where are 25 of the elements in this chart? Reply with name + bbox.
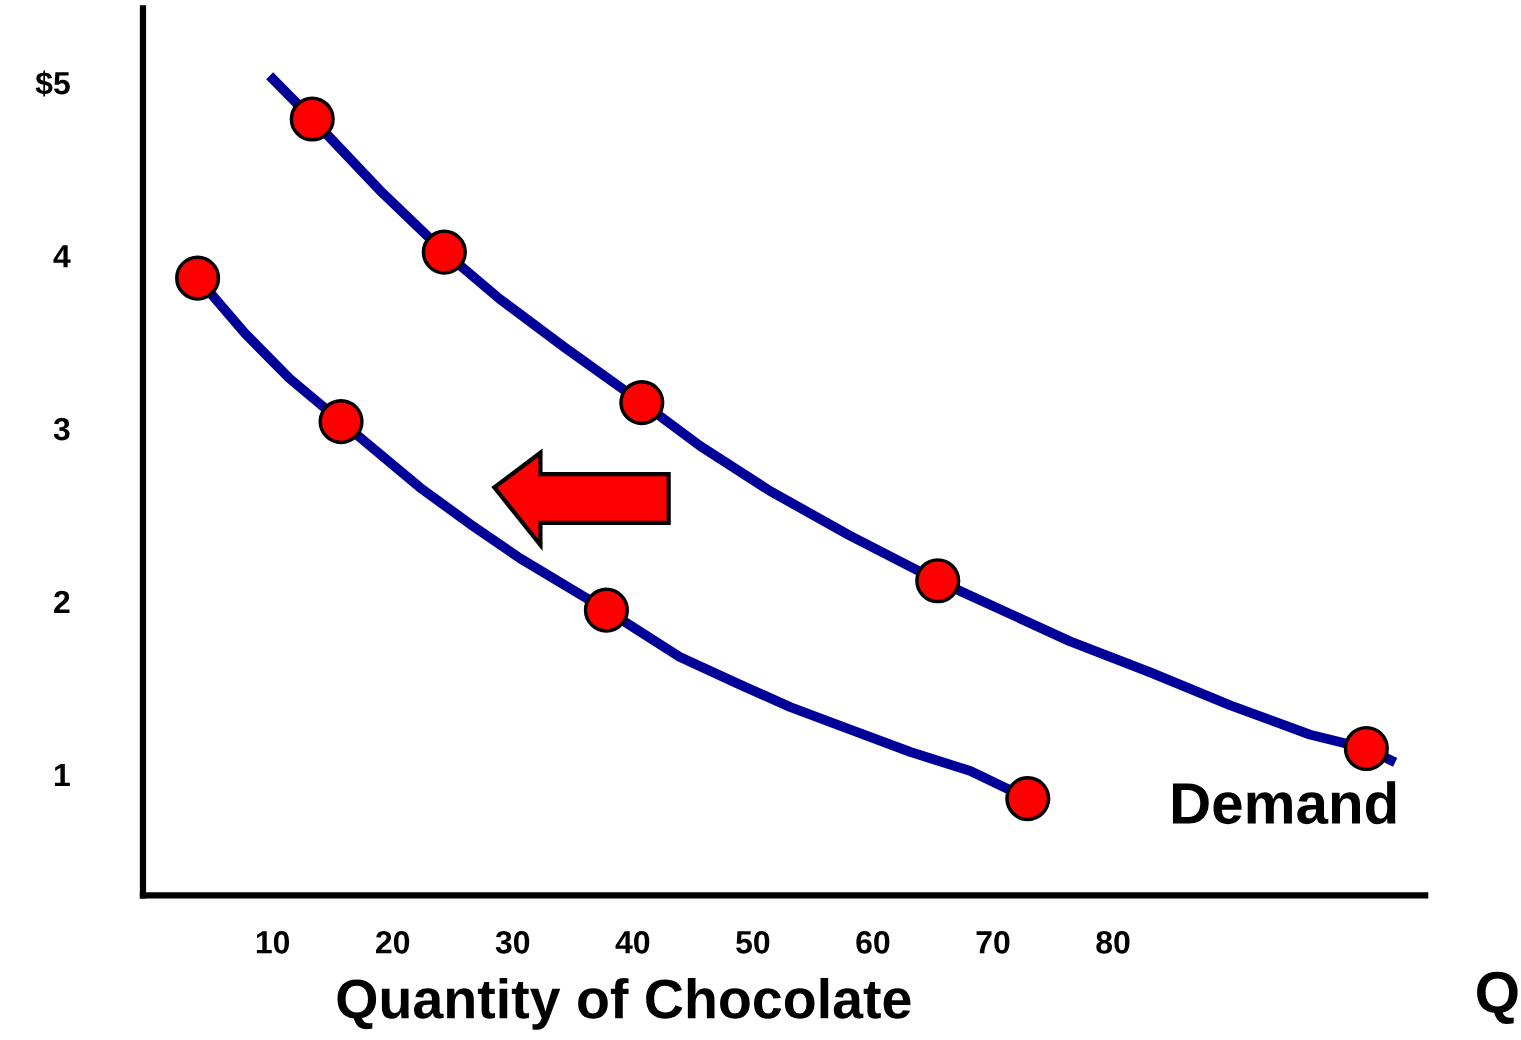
text: Q (1477, 971, 1518, 1025)
point (175, 255, 221, 301)
point (1343, 725, 1389, 772)
x-tick-label: 20 (376, 931, 410, 954)
x-tick-label: 40 (615, 931, 650, 954)
x-tick-label: 10 (256, 931, 290, 954)
y-tick-label: 1 (55, 763, 70, 786)
point (583, 587, 629, 633)
x-tick-label: 60 (856, 931, 890, 954)
y-tick-label: 2 (54, 590, 70, 614)
x-tick-label: 80 (1096, 931, 1130, 954)
y-tick-label: 3 (53, 417, 70, 441)
y-tick-label: $5 (35, 70, 70, 97)
point (421, 229, 467, 275)
point (289, 96, 335, 142)
point (318, 399, 364, 445)
point (915, 558, 961, 604)
annotation: Demand (1172, 781, 1396, 825)
x-tick-label: 30 (495, 931, 530, 954)
y-tick-label: 4 (53, 245, 71, 268)
x-tick-label: 50 (736, 931, 770, 954)
point (1005, 776, 1051, 822)
point (619, 380, 665, 426)
x-tick-label: 70 (976, 931, 1010, 954)
x-axis-title: Quantity of Chocolate (337, 977, 911, 1030)
